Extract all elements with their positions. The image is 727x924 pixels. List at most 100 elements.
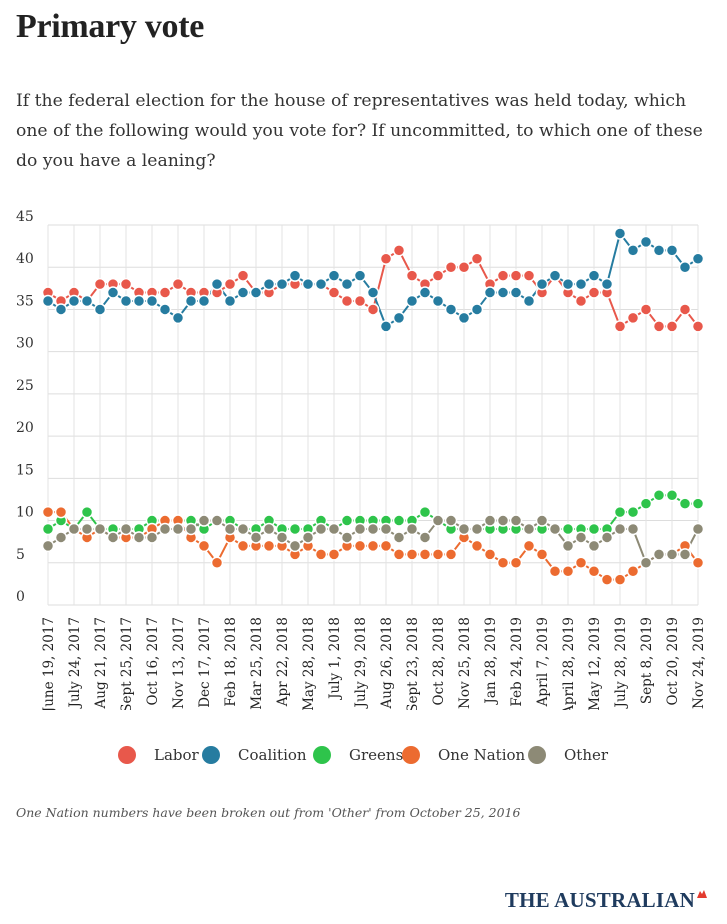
data-point-labor[interactable] — [613, 320, 627, 333]
data-point-labor[interactable] — [509, 269, 523, 282]
data-point-coalition[interactable] — [366, 286, 380, 299]
data-point-labor[interactable] — [678, 303, 692, 316]
data-point-one-nation[interactable] — [54, 505, 68, 519]
data-point-other[interactable] — [678, 548, 692, 561]
data-point-labor[interactable] — [457, 260, 471, 274]
data-point-other[interactable] — [145, 531, 159, 544]
data-point-coalition[interactable] — [132, 294, 146, 308]
data-point-coalition[interactable] — [379, 320, 393, 333]
data-point-greens[interactable] — [392, 514, 406, 527]
data-point-other[interactable] — [509, 514, 523, 527]
data-point-labor[interactable] — [379, 252, 393, 266]
data-point-coalition[interactable] — [93, 303, 107, 316]
data-point-coalition[interactable] — [340, 277, 354, 291]
data-point-greens[interactable] — [652, 488, 666, 502]
data-point-coalition[interactable] — [327, 269, 341, 282]
data-point-greens[interactable] — [340, 514, 354, 527]
data-point-one-nation[interactable] — [405, 548, 419, 561]
data-point-one-nation[interactable] — [483, 548, 497, 561]
data-point-other[interactable] — [613, 522, 627, 536]
data-point-one-nation[interactable] — [236, 539, 250, 553]
data-point-other[interactable] — [171, 522, 185, 536]
data-point-coalition[interactable] — [496, 286, 510, 299]
data-point-other[interactable] — [652, 548, 666, 561]
data-point-coalition[interactable] — [522, 294, 536, 308]
data-point-one-nation[interactable] — [366, 539, 380, 553]
data-point-coalition[interactable] — [548, 269, 562, 282]
data-point-coalition[interactable] — [405, 294, 419, 308]
data-point-coalition[interactable] — [67, 294, 81, 308]
data-point-labor[interactable] — [587, 286, 601, 299]
data-point-greens[interactable] — [587, 522, 601, 536]
data-point-one-nation[interactable] — [600, 573, 614, 586]
data-point-other[interactable] — [236, 522, 250, 536]
data-point-coalition[interactable] — [288, 269, 302, 282]
data-point-other[interactable] — [41, 539, 55, 553]
data-point-other[interactable] — [691, 522, 705, 536]
data-point-one-nation[interactable] — [41, 505, 55, 519]
data-point-coalition[interactable] — [314, 277, 328, 291]
data-point-other[interactable] — [561, 539, 575, 553]
data-point-greens[interactable] — [639, 497, 653, 510]
data-point-coalition[interactable] — [431, 294, 445, 308]
data-point-greens[interactable] — [665, 488, 679, 502]
data-point-other[interactable] — [67, 522, 81, 536]
data-point-one-nation[interactable] — [314, 548, 328, 561]
data-point-greens[interactable] — [41, 522, 55, 536]
data-point-greens[interactable] — [691, 497, 705, 510]
data-point-other[interactable] — [587, 539, 601, 553]
data-point-greens[interactable] — [561, 522, 575, 536]
data-point-other[interactable] — [405, 522, 419, 536]
data-point-labor[interactable] — [665, 320, 679, 333]
data-point-labor[interactable] — [626, 311, 640, 325]
data-point-other[interactable] — [379, 522, 393, 536]
data-point-coalition[interactable] — [652, 244, 666, 257]
data-point-other[interactable] — [223, 522, 237, 536]
data-point-coalition[interactable] — [301, 277, 315, 291]
legend-item-other[interactable]: Other — [528, 742, 608, 768]
data-point-other[interactable] — [483, 514, 497, 527]
data-point-one-nation[interactable] — [444, 548, 458, 561]
data-point-other[interactable] — [548, 522, 562, 536]
data-point-other[interactable] — [210, 514, 224, 527]
data-point-other[interactable] — [197, 514, 211, 527]
data-point-coalition[interactable] — [561, 277, 575, 291]
data-point-coalition[interactable] — [158, 303, 172, 316]
data-point-coalition[interactable] — [54, 303, 68, 316]
data-point-coalition[interactable] — [171, 311, 185, 325]
data-point-coalition[interactable] — [184, 294, 198, 308]
data-point-other[interactable] — [314, 522, 328, 536]
data-point-greens[interactable] — [613, 505, 627, 519]
data-point-labor[interactable] — [366, 303, 380, 316]
data-point-greens[interactable] — [288, 522, 302, 536]
data-point-coalition[interactable] — [678, 260, 692, 274]
data-point-other[interactable] — [522, 522, 536, 536]
data-point-one-nation[interactable] — [574, 556, 588, 570]
data-point-one-nation[interactable] — [613, 573, 627, 586]
data-point-other[interactable] — [288, 539, 302, 553]
data-point-one-nation[interactable] — [691, 556, 705, 570]
data-point-one-nation[interactable] — [392, 548, 406, 561]
data-point-other[interactable] — [80, 522, 94, 536]
data-point-other[interactable] — [444, 514, 458, 527]
legend-item-labor[interactable]: Labor — [118, 742, 199, 768]
data-point-other[interactable] — [54, 531, 68, 544]
data-point-coalition[interactable] — [249, 286, 263, 299]
data-point-greens[interactable] — [678, 497, 692, 510]
data-point-labor[interactable] — [340, 294, 354, 308]
data-point-other[interactable] — [158, 522, 172, 536]
data-point-coalition[interactable] — [639, 235, 653, 249]
data-point-coalition[interactable] — [574, 277, 588, 291]
data-point-labor[interactable] — [158, 286, 172, 299]
data-point-one-nation[interactable] — [522, 539, 536, 553]
data-point-coalition[interactable] — [41, 294, 55, 308]
data-point-labor[interactable] — [353, 294, 367, 308]
data-point-other[interactable] — [470, 522, 484, 536]
data-point-coalition[interactable] — [353, 269, 367, 282]
data-point-coalition[interactable] — [457, 311, 471, 325]
data-point-coalition[interactable] — [470, 303, 484, 316]
data-point-coalition[interactable] — [197, 294, 211, 308]
data-point-coalition[interactable] — [210, 277, 224, 291]
data-point-other[interactable] — [626, 522, 640, 536]
data-point-coalition[interactable] — [106, 286, 120, 299]
